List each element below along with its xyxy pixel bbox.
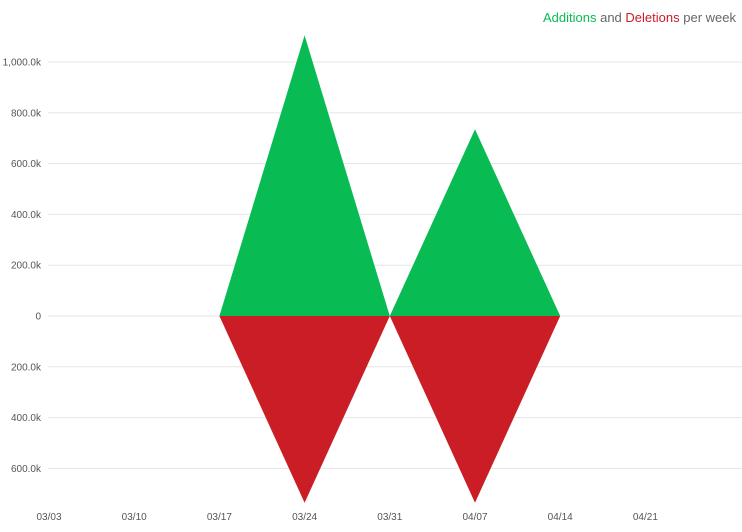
legend-and: and <box>600 10 622 25</box>
x-tick-label: 03/03 <box>36 512 61 523</box>
x-tick-label: 04/14 <box>548 512 573 523</box>
x-tick-label: 04/07 <box>462 512 487 523</box>
x-tick: 04/21 <box>633 512 658 523</box>
x-tick-label: 03/31 <box>377 512 402 523</box>
y-tick-label: 600.0k <box>11 464 42 475</box>
x-tick: 03/24 <box>292 512 317 523</box>
y-tick-label: 200.0k <box>11 261 42 272</box>
x-tick: 04/07 <box>462 512 487 523</box>
x-tick: 03/10 <box>122 512 147 523</box>
y-tick: 400.0k <box>11 210 42 221</box>
y-tick-label: 200.0k <box>11 362 42 373</box>
deletions-area <box>49 316 646 503</box>
y-tick-label: 400.0k <box>11 210 42 221</box>
x-tick-label: 03/17 <box>207 512 232 523</box>
y-tick: 0 <box>35 312 41 323</box>
y-tick-label: 1,000.0k <box>3 58 42 69</box>
y-tick-label: 0 <box>35 312 41 323</box>
legend-additions[interactable]: Additions <box>542 10 597 25</box>
y-tick: 200.0k <box>11 362 42 373</box>
y-tick: 600.0k <box>11 464 42 475</box>
y-tick: 800.0k <box>11 108 42 119</box>
y-tick-label: 800.0k <box>11 108 42 119</box>
y-tick-label: 600.0k <box>11 159 42 170</box>
y-tick: 200.0k <box>11 261 42 272</box>
x-tick: 03/03 <box>36 512 61 523</box>
legend-deletions[interactable]: Deletions <box>625 10 680 25</box>
x-tick: 03/17 <box>207 512 232 523</box>
chart-legend: Additions and Deletions per week <box>543 10 736 25</box>
x-tick-label: 03/10 <box>122 512 147 523</box>
y-tick-label: 400.0k <box>11 413 42 424</box>
x-tick: 03/31 <box>377 512 402 523</box>
additions-area <box>49 35 646 316</box>
x-tick: 04/14 <box>548 512 573 523</box>
y-tick: 400.0k <box>11 413 42 424</box>
y-tick: 1,000.0k <box>3 58 42 69</box>
x-tick-label: 03/24 <box>292 512 317 523</box>
y-tick: 600.0k <box>11 159 42 170</box>
x-tick-label: 04/21 <box>633 512 658 523</box>
legend-suffix: per week <box>683 10 736 25</box>
